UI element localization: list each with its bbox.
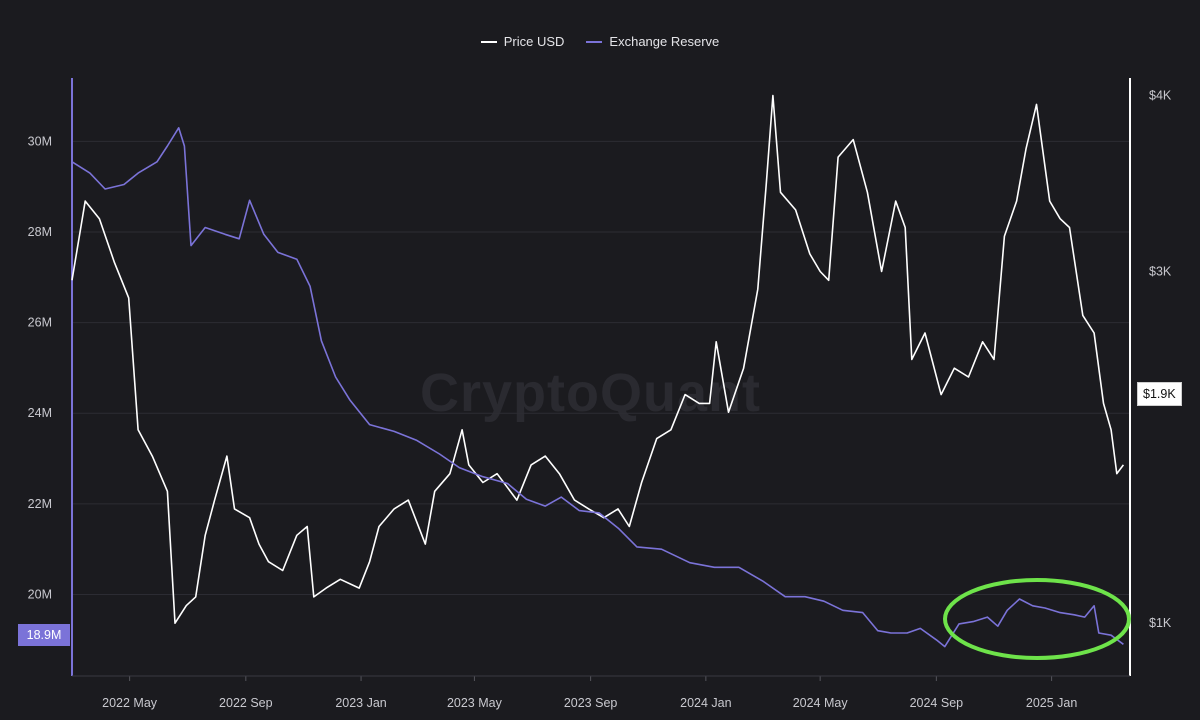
price-current-badge: $1.9K — [1137, 382, 1182, 406]
y-right-tick-label: $1K — [1149, 616, 1172, 630]
axis-layer: 20M 22M 24M 26M 28M 30M $1K $3K $4K 2022 May 2022 … — [28, 78, 1172, 710]
y-right-tick-label: $4K — [1149, 89, 1172, 103]
legend-label-reserve: Exchange Reserve — [609, 34, 720, 49]
x-tick-label: 2024 May — [793, 696, 849, 710]
y-left-tick-label: 22M — [28, 497, 52, 511]
grid-layer — [72, 140, 1130, 595]
y-left-tick-label: 26M — [28, 316, 52, 330]
legend-item-price[interactable]: Price USD — [480, 34, 565, 49]
legend-swatch-price — [480, 40, 497, 43]
y-left-tick-label: 28M — [28, 225, 52, 239]
series-line-reserve — [71, 127, 1124, 648]
overlay-layer — [943, 578, 1131, 660]
x-tick-label: 2023 Jan — [335, 696, 386, 710]
legend-label-price: Price USD — [503, 34, 565, 49]
x-tick-label: 2023 May — [447, 696, 503, 710]
x-tick-label: 2025 Jan — [1026, 696, 1077, 710]
reserve-current-badge: 18.9M — [18, 624, 70, 646]
x-tick-label: 2022 Sep — [219, 696, 273, 710]
legend-swatch-reserve — [586, 40, 603, 43]
x-tick-label: 2024 Sep — [910, 696, 964, 710]
highlight-ellipse — [943, 578, 1131, 660]
chart-legend: Price USD Exchange Reserve — [0, 34, 1200, 49]
y-left-tick-label: 30M — [28, 134, 52, 148]
series-layer — [71, 94, 1125, 648]
y-right-tick-label: $3K — [1149, 264, 1172, 278]
x-tick-label: 2024 Jan — [680, 696, 731, 710]
x-tick-label: 2023 Sep — [564, 696, 618, 710]
y-left-tick-label: 20M — [28, 587, 52, 601]
series-line-price — [71, 94, 1125, 624]
y-left-tick-label: 24M — [28, 406, 52, 420]
x-tick-label: 2022 May — [102, 696, 158, 710]
legend-item-reserve[interactable]: Exchange Reserve — [586, 34, 719, 49]
